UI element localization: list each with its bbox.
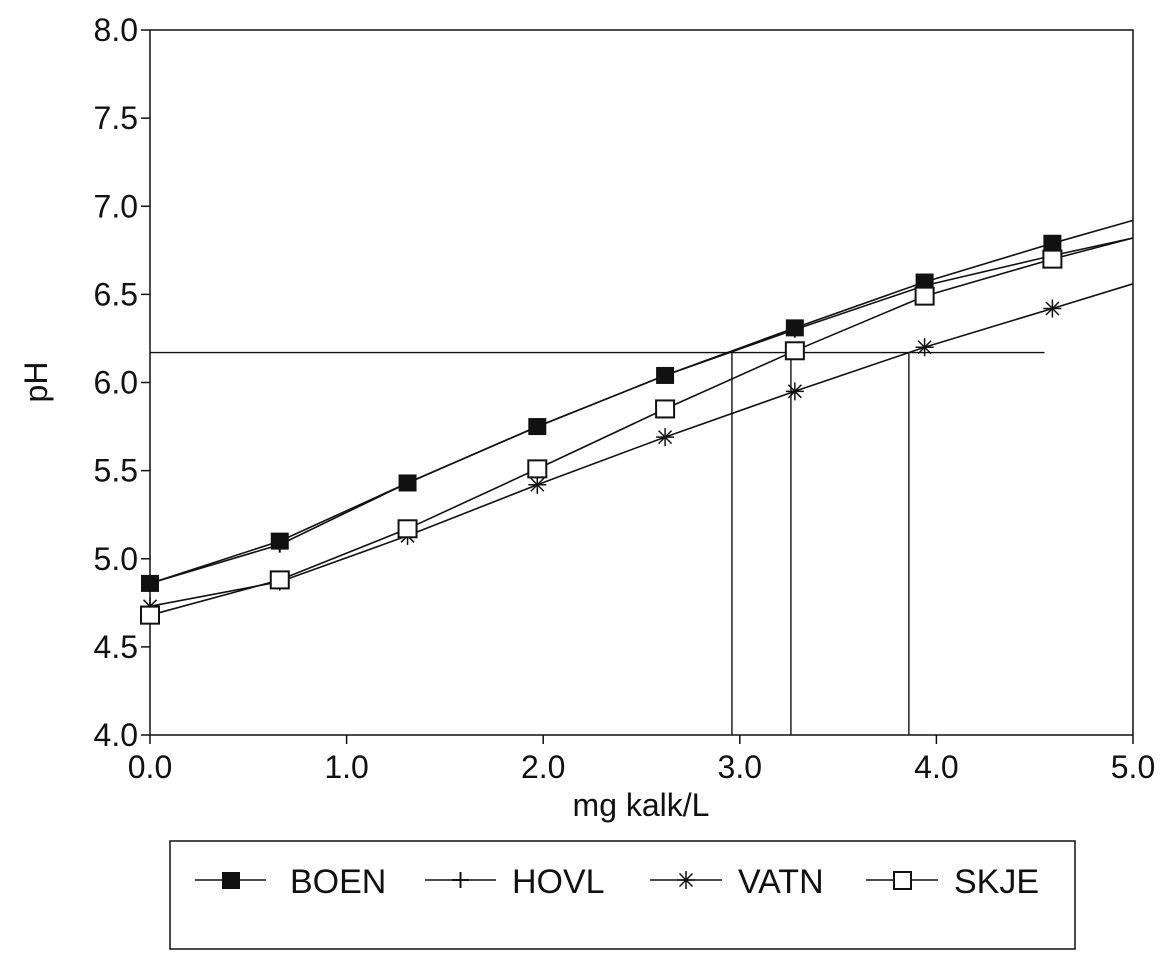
data-point-skje-7 xyxy=(914,286,935,306)
x-axis: 0.0 1.0 2.0 3.0 4.0 5.0 xyxy=(128,735,1155,785)
data-point-skje-8 xyxy=(1042,249,1063,269)
y-tick-label-8: 7.5 xyxy=(94,100,138,136)
series-line-boen xyxy=(149,219,1134,585)
legend-item-hovl: HOVL xyxy=(425,863,605,901)
x-tick-label-4: 3.0 xyxy=(718,749,762,785)
y-tick-label-2: 4.5 xyxy=(94,629,138,665)
y-axis-label: pH xyxy=(18,362,54,403)
x-tick-label-1: 0.0 xyxy=(128,749,172,785)
series-lines xyxy=(149,219,1134,616)
legend-marker-hovl xyxy=(452,872,469,888)
x-tick-label-2: 1.0 xyxy=(324,749,368,785)
y-axis: 4.0 4.5 5.0 5.5 6.0 6.5 7.0 7.5 8.0 xyxy=(94,12,150,753)
data-point-hovl-5 xyxy=(657,367,674,384)
data-point-skje-5 xyxy=(655,399,676,419)
y-tick-label-7: 7.0 xyxy=(94,188,138,224)
y-tick-label-3: 5.0 xyxy=(94,541,138,577)
data-point-hovl-4 xyxy=(529,418,546,435)
legend: BOEN HOVL VATN SKJE xyxy=(169,840,1076,950)
legend-marker-vatn xyxy=(677,871,695,889)
legend-label-hovl: HOVL xyxy=(512,863,605,901)
legend-item-boen: BOEN xyxy=(195,863,386,901)
y-tick-label-4: 5.5 xyxy=(94,453,138,489)
series-line-skje xyxy=(149,237,1134,616)
legend-marker-skje xyxy=(893,871,912,890)
data-point-vatn-6 xyxy=(785,382,804,401)
data-point-skje-2 xyxy=(269,570,290,590)
legend-marker-boen xyxy=(222,872,240,889)
reference-lines xyxy=(150,351,1045,735)
data-point-hovl-3 xyxy=(399,474,416,491)
data-point-vatn-8 xyxy=(1043,299,1062,318)
data-point-skje-3 xyxy=(397,519,418,539)
y-tick-label-5: 6.0 xyxy=(94,365,138,401)
x-tick-label-3: 2.0 xyxy=(521,749,565,785)
y-tick-label-6: 6.5 xyxy=(94,276,138,312)
series-markers xyxy=(140,234,1063,625)
x-tick-label-6: 5.0 xyxy=(1111,749,1155,785)
legend-item-vatn: VATN xyxy=(650,863,824,901)
data-point-boen-8 xyxy=(1043,234,1062,252)
legend-label-vatn: VATN xyxy=(738,863,824,901)
legend-label-boen: BOEN xyxy=(290,863,386,901)
data-point-hovl-2 xyxy=(271,536,288,553)
data-point-skje-4 xyxy=(527,459,548,479)
y-tick-label-9: 8.0 xyxy=(94,12,138,48)
data-point-vatn-7 xyxy=(915,338,934,357)
data-point-skje-6 xyxy=(784,341,805,361)
series-line-vatn xyxy=(149,283,1134,608)
legend-label-skje: SKJE xyxy=(954,863,1039,901)
data-point-skje-1 xyxy=(140,605,160,625)
data-point-hovl-6 xyxy=(786,321,803,338)
data-point-hovl-1 xyxy=(142,575,158,592)
series-line-hovl xyxy=(149,237,1134,585)
legend-item-skje: SKJE xyxy=(866,863,1039,901)
x-axis-label: mg kalk/L xyxy=(573,787,710,823)
data-point-vatn-4 xyxy=(528,475,547,494)
x-tick-label-5: 4.0 xyxy=(914,749,958,785)
data-point-vatn-5 xyxy=(656,428,675,447)
y-tick-label-1: 4.0 xyxy=(94,717,138,753)
legend-box xyxy=(169,840,1076,950)
plot-frame xyxy=(149,29,1134,736)
